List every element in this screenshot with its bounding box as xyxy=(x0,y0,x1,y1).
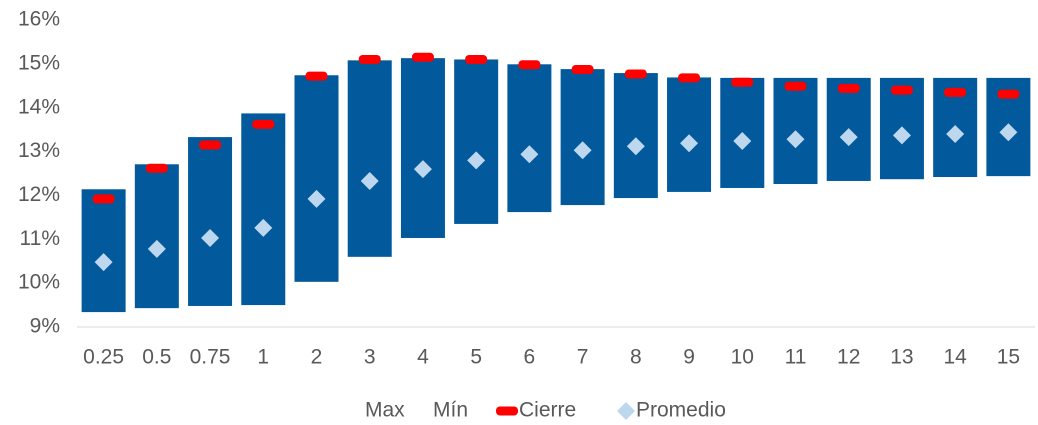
legend-swatch xyxy=(617,402,635,420)
x-tick-label: 11 xyxy=(785,346,807,369)
close-marker xyxy=(358,54,381,64)
range-bar xyxy=(560,69,605,206)
average-marker xyxy=(307,189,326,208)
average-marker xyxy=(839,128,858,147)
close-marker xyxy=(465,54,488,64)
x-tick-label: 0.75 xyxy=(190,346,231,369)
x-tick-label: 13 xyxy=(890,346,913,369)
close-marker xyxy=(624,69,647,79)
y-tick-label: 13% xyxy=(18,139,60,162)
range-bar xyxy=(134,164,179,309)
close-marker xyxy=(837,83,860,93)
close-marker xyxy=(252,119,275,129)
range-bar xyxy=(81,189,126,313)
legend-swatch xyxy=(496,406,518,416)
average-marker xyxy=(413,160,432,179)
range-bar xyxy=(400,58,445,238)
y-tick-label: 15% xyxy=(18,51,60,74)
close-marker xyxy=(411,52,434,62)
range-bar xyxy=(241,113,286,306)
close-marker xyxy=(145,163,168,173)
average-marker xyxy=(467,151,486,170)
x-tick-label: 12 xyxy=(837,346,860,369)
range-bar xyxy=(613,73,658,199)
average-marker xyxy=(892,126,911,145)
average-marker xyxy=(999,123,1018,142)
x-tick-label: 14 xyxy=(943,346,967,369)
close-marker xyxy=(199,140,222,150)
close-marker xyxy=(305,71,328,81)
x-tick-label: 15 xyxy=(997,346,1020,369)
close-marker xyxy=(997,89,1020,99)
average-marker xyxy=(680,134,699,153)
range-bar xyxy=(454,59,499,224)
close-marker xyxy=(890,85,913,95)
y-tick-label: 14% xyxy=(18,95,60,118)
y-tick-label: 9% xyxy=(30,315,60,338)
average-marker xyxy=(520,145,539,164)
close-marker xyxy=(784,81,807,91)
x-tick-label: 2 xyxy=(311,346,323,369)
close-marker xyxy=(944,87,967,97)
average-marker xyxy=(733,132,752,151)
average-marker xyxy=(573,141,592,160)
legend-label: Promedio xyxy=(636,399,726,422)
range-bar xyxy=(507,64,552,213)
x-tick-label: 1 xyxy=(257,346,269,369)
average-marker xyxy=(360,171,379,190)
x-tick-label: 8 xyxy=(630,346,642,369)
x-tick-label: 4 xyxy=(417,346,429,369)
close-marker xyxy=(518,60,541,70)
x-tick-label: 3 xyxy=(364,346,376,369)
average-marker xyxy=(626,137,645,156)
average-marker xyxy=(254,218,273,237)
close-marker xyxy=(571,65,594,75)
y-tick-label: 12% xyxy=(18,183,60,206)
x-tick-label: 7 xyxy=(577,346,589,369)
x-tick-label: 0.5 xyxy=(142,346,171,369)
average-marker xyxy=(946,125,965,144)
close-marker xyxy=(678,73,701,83)
average-marker xyxy=(786,130,805,149)
y-tick-label: 10% xyxy=(18,271,60,294)
legend-label: Max xyxy=(365,399,405,422)
range-bar xyxy=(347,60,392,257)
x-tick-label: 0.25 xyxy=(83,346,124,369)
y-tick-label: 11% xyxy=(20,227,60,250)
x-tick-label: 6 xyxy=(524,346,536,369)
legend-label: Mín xyxy=(433,399,468,422)
y-tick-label: 16% xyxy=(18,8,60,31)
range-bar xyxy=(294,75,339,282)
legend-label: Cierre xyxy=(519,399,576,422)
range-bar xyxy=(188,137,233,306)
average-marker xyxy=(147,239,166,258)
x-tick-label: 9 xyxy=(683,346,695,369)
x-tick-label: 10 xyxy=(731,346,754,369)
average-marker xyxy=(201,228,220,247)
x-tick-label: 5 xyxy=(470,346,482,369)
close-marker xyxy=(92,194,115,204)
average-marker xyxy=(94,253,113,272)
close-marker xyxy=(731,77,754,87)
